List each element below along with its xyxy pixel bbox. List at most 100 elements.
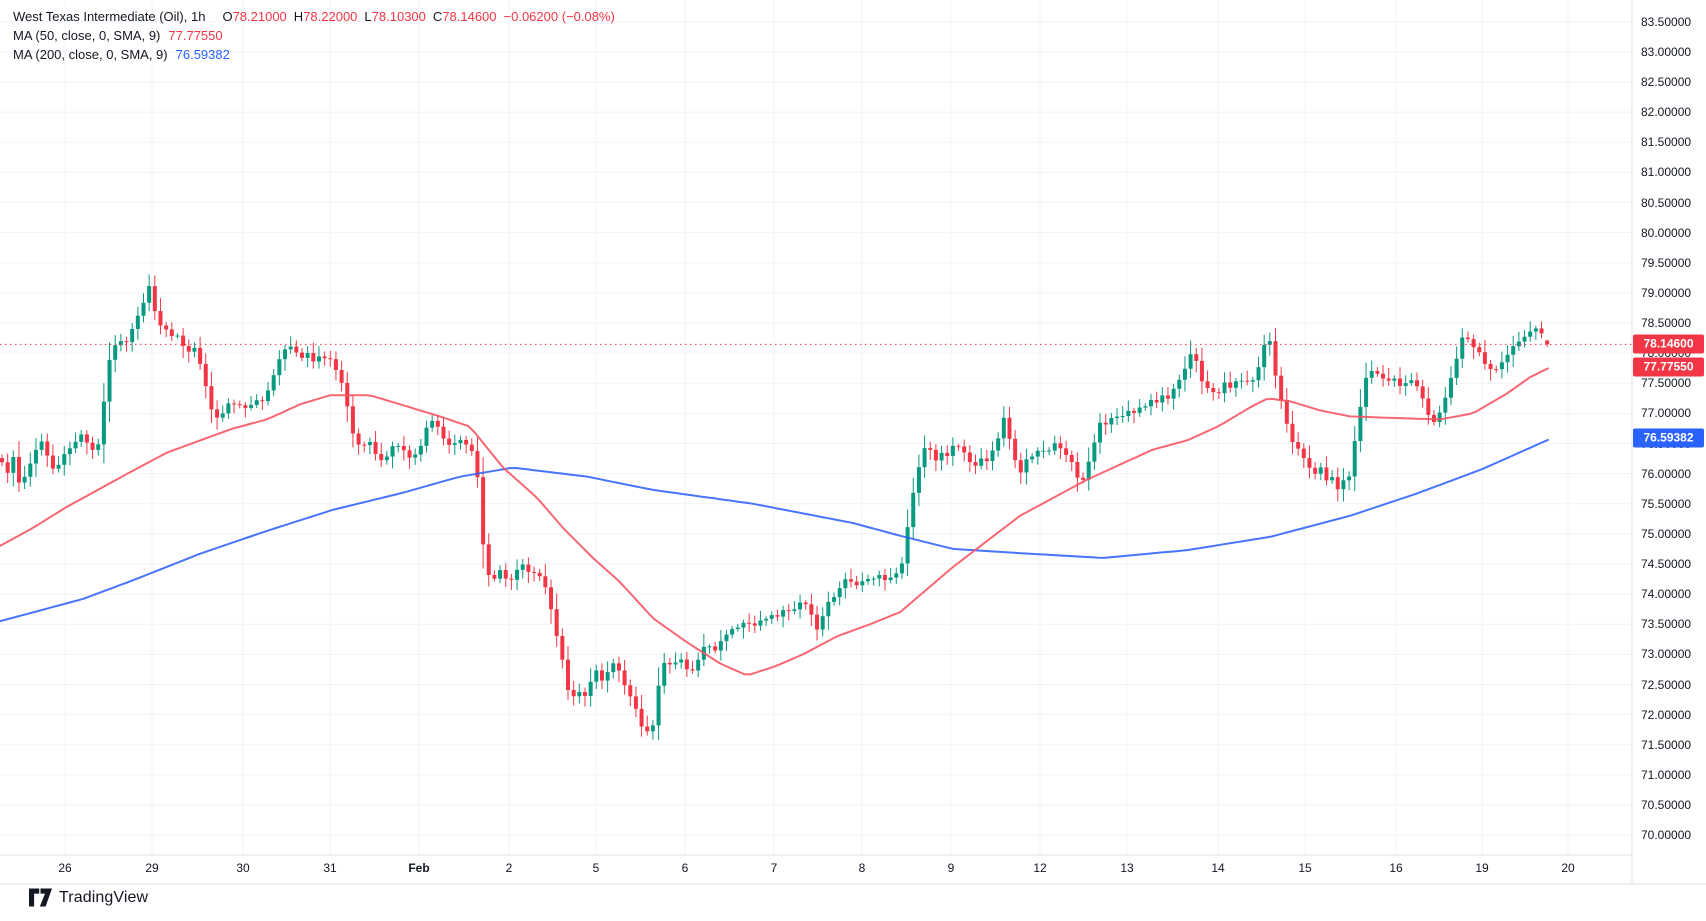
price-tick-label: 70.50000 [1641, 798, 1692, 812]
candle-body [1001, 417, 1006, 439]
time-axis-label: Feb [408, 861, 430, 875]
candle-body [826, 601, 831, 617]
time-axis-label: 7 [770, 861, 778, 875]
candle-body [181, 335, 186, 347]
candle-body [594, 670, 599, 682]
candle-body [101, 401, 106, 445]
symbol-title[interactable]: West Texas Intermediate (Oil), 1h [13, 9, 206, 24]
candle-body [945, 452, 950, 456]
candle-body [730, 629, 735, 635]
price-tick-label: 81.00000 [1641, 165, 1692, 180]
candle-body [266, 390, 271, 401]
candle-body [486, 544, 491, 575]
candle-body [1262, 344, 1267, 368]
candle-body [747, 622, 752, 624]
candle-body [283, 349, 287, 360]
candle-body [696, 659, 701, 671]
candle-body [582, 692, 587, 696]
candle-body [1386, 378, 1391, 381]
candle-body [962, 446, 967, 453]
candle-body [554, 609, 559, 637]
ma50-row[interactable]: MA (50, close, 0, SMA, 9) 77.77550 [13, 26, 615, 45]
candle-body [899, 563, 904, 574]
candle-body [237, 404, 242, 406]
candle-body [1505, 354, 1510, 363]
price-badge: 77.77550 [1633, 357, 1704, 377]
price-tick-label: 73.50000 [1641, 617, 1692, 632]
time-axis-label: 20 [1561, 861, 1575, 875]
candle-body [560, 636, 565, 660]
candle-body [1030, 456, 1035, 460]
candle-body [1398, 378, 1403, 386]
time-axis-label: 29 [145, 861, 159, 875]
candle-body [396, 445, 401, 447]
candle-body [1426, 398, 1431, 415]
candle-body [1069, 454, 1074, 463]
candle-body [73, 441, 78, 449]
candle-body [882, 574, 887, 581]
candle-body [911, 492, 916, 528]
candle-body [984, 458, 989, 462]
candle-body [1115, 416, 1120, 418]
candle-body [379, 454, 384, 461]
time-axis[interactable]: 26 29 30 31 Feb 2 5 6 7 8 9 12 13 14 15 16 19 20 [0, 855, 1632, 884]
candle-body [169, 329, 174, 336]
candle-body [628, 685, 633, 697]
candle-body [135, 315, 140, 329]
candle-body [67, 448, 72, 455]
candle-body [1239, 380, 1244, 382]
candle-body [860, 581, 865, 586]
candle-body [481, 477, 486, 545]
candle-body [1539, 328, 1544, 334]
candle-body [243, 405, 248, 408]
price-tick-label: 78.50000 [1641, 316, 1692, 330]
candle-body [888, 577, 893, 581]
grid-layer [0, 0, 1632, 855]
candle-body [1058, 443, 1063, 449]
candle-body [775, 615, 780, 617]
candle-body [232, 403, 237, 405]
candle-body [1177, 379, 1182, 389]
tradingview-logo-text: TradingView [59, 888, 149, 906]
candle-body [407, 450, 412, 458]
candle-body [1448, 377, 1453, 398]
candle-body [1007, 417, 1012, 439]
ma200-value: 76.59382 [175, 47, 230, 62]
candle-body [1182, 368, 1187, 380]
candle-body [1216, 392, 1221, 394]
time-axis-label: 26 [58, 861, 72, 875]
ma50-value: 77.77550 [168, 28, 223, 43]
candle-body [424, 427, 429, 446]
ma50-label: MA (50, close, 0, SMA, 9) [13, 28, 161, 43]
candle-body [718, 641, 723, 651]
candle-body [1148, 399, 1153, 407]
price-tick-label: 82.00000 [1641, 105, 1692, 120]
candle-body [1250, 380, 1255, 382]
price-tick-label: 71.50000 [1641, 737, 1692, 752]
candle-body [96, 444, 101, 450]
candle-body [175, 335, 180, 337]
candle-body [464, 439, 469, 445]
candle-body [271, 375, 276, 391]
candle-body [956, 445, 961, 447]
price-axis[interactable]: 70.00000 70.50000 71.00000 71.50000 72.00000… [1632, 0, 1706, 884]
time-axis-label: 5 [592, 861, 600, 875]
candle-body [1279, 375, 1284, 401]
time-axis-label: 30 [236, 861, 250, 875]
price-tick-label: 75.50000 [1641, 496, 1692, 511]
price-tick-label: 81.50000 [1641, 135, 1692, 150]
candle-body [1211, 388, 1216, 393]
candle-body [226, 403, 231, 414]
candle-body [384, 456, 389, 461]
candle-body [203, 363, 208, 387]
candle-body [515, 569, 520, 580]
candle-body [577, 692, 582, 697]
candle-body [639, 708, 644, 727]
candle-body [526, 564, 531, 572]
tradingview-logo[interactable]: TradingView [29, 888, 148, 907]
candle-body [1047, 450, 1052, 452]
candle-body [1052, 443, 1057, 451]
candle-body [1098, 422, 1103, 443]
ma200-row[interactable]: MA (200, close, 0, SMA, 9) 76.59382 [13, 45, 615, 64]
